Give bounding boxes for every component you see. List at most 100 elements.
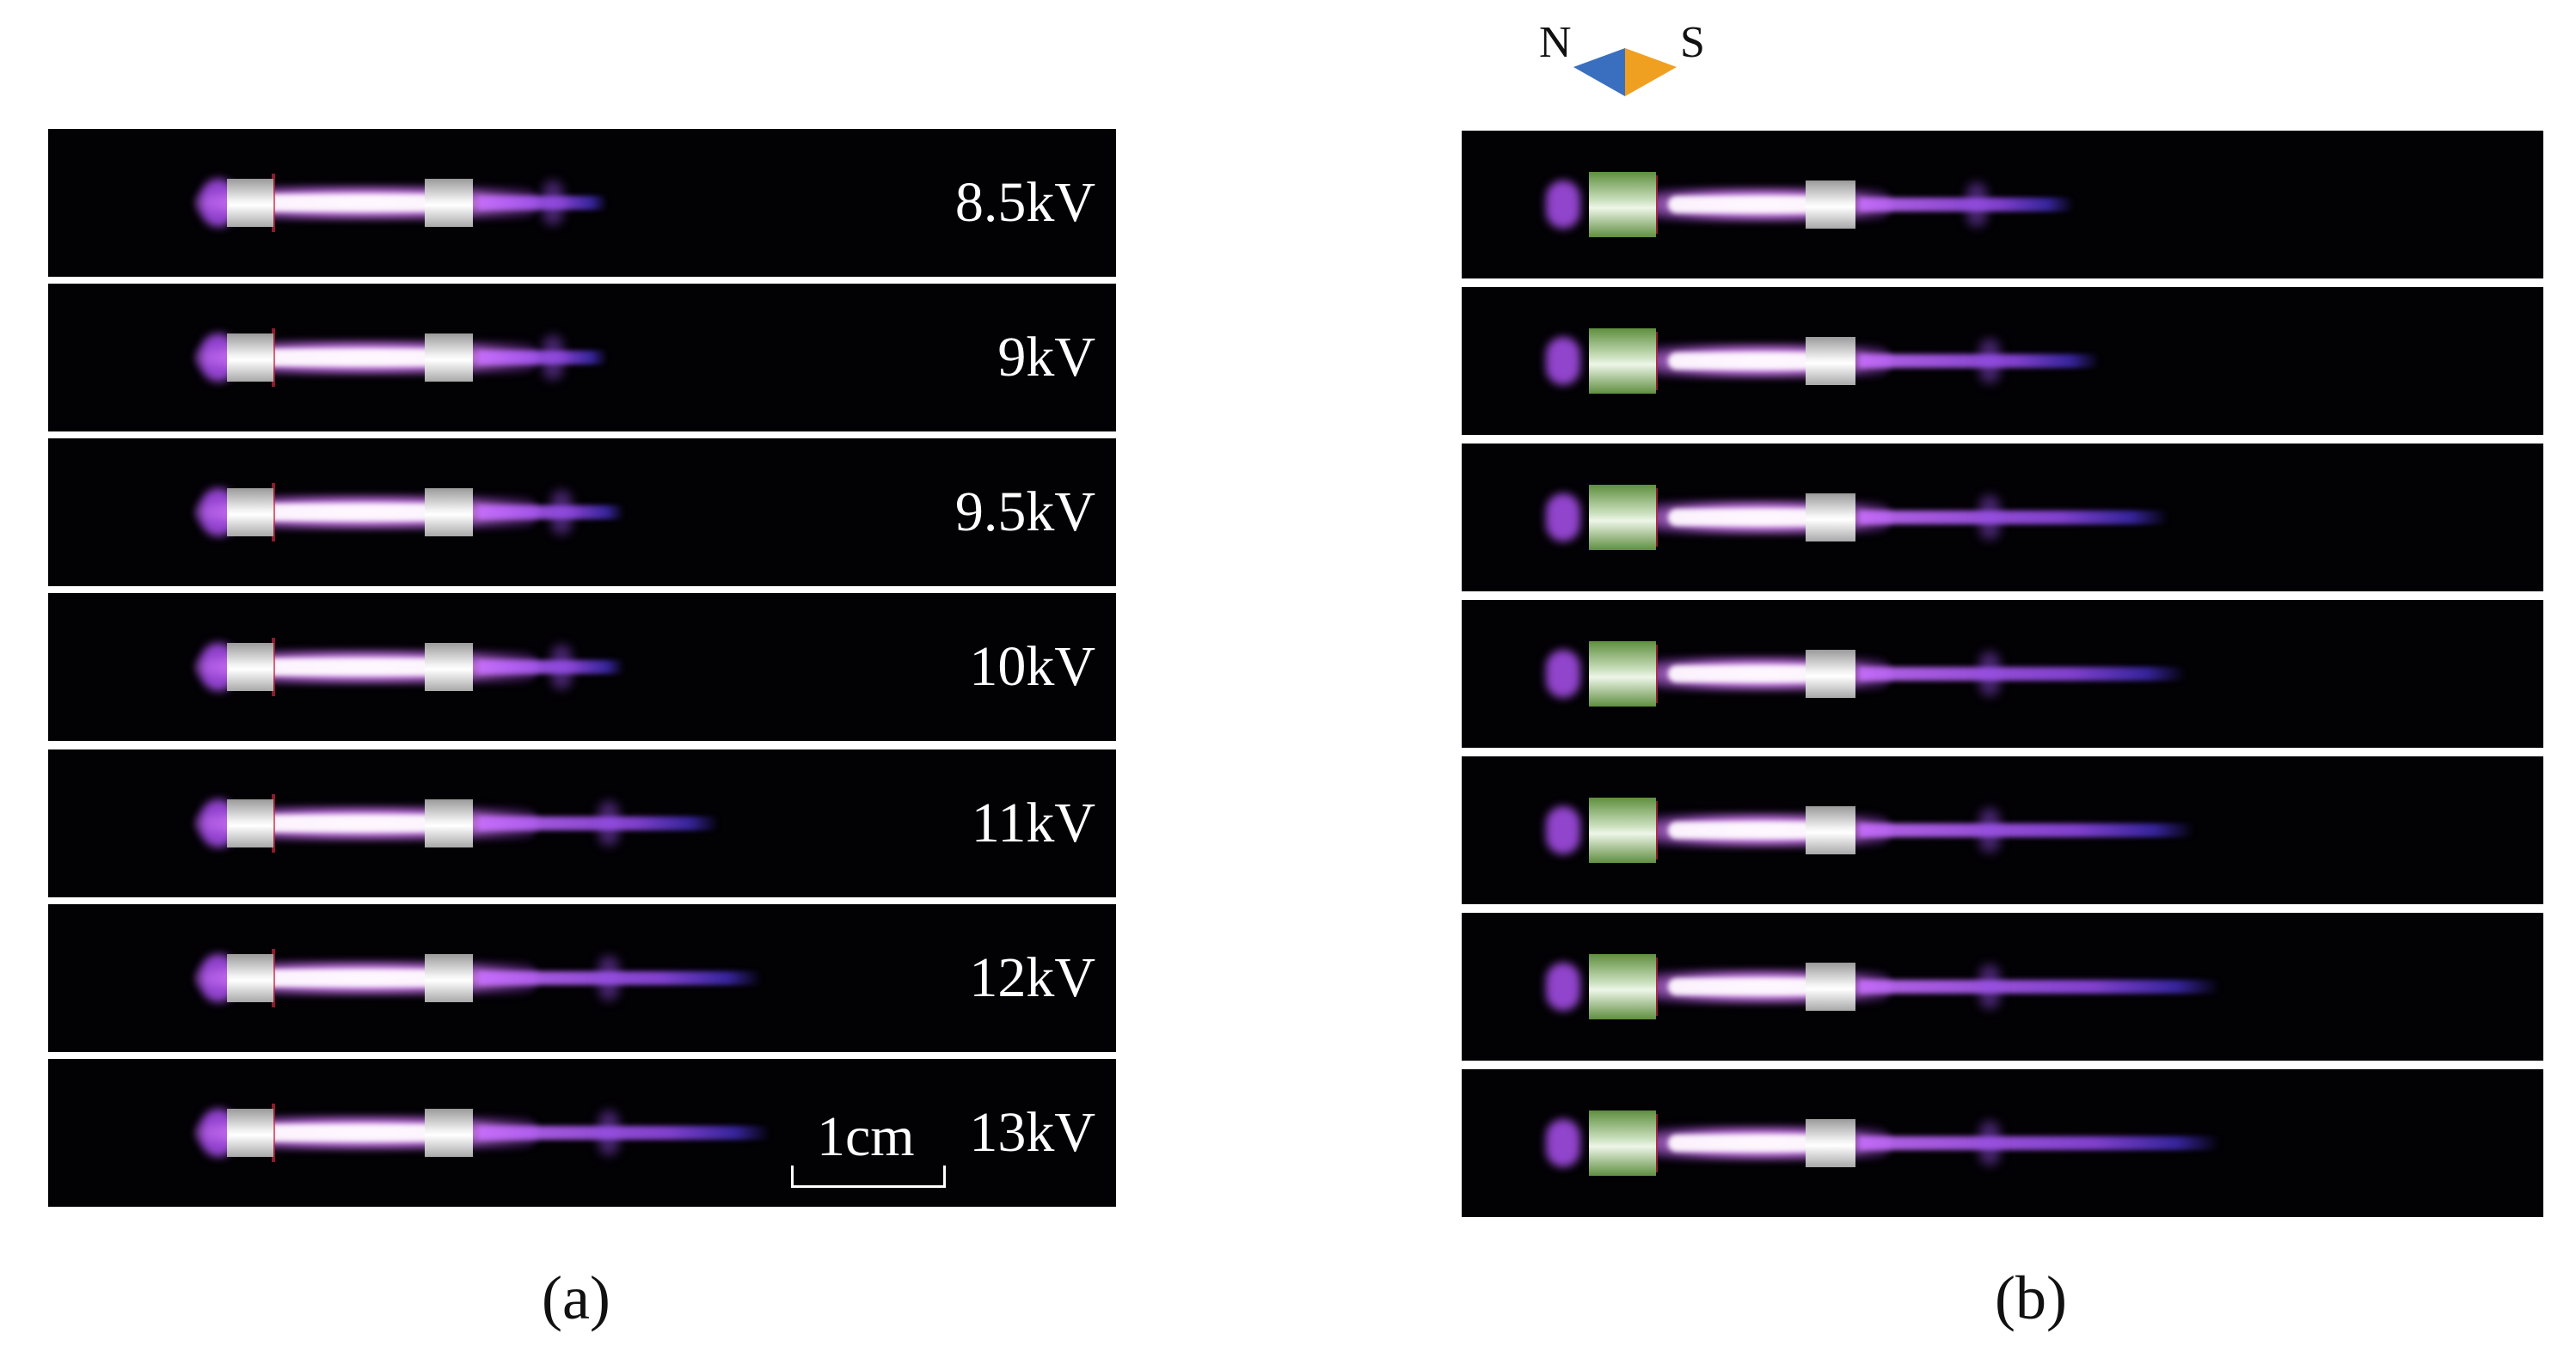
jet-node-glow	[543, 335, 563, 380]
plasma-tube-core	[1668, 1135, 1814, 1152]
voltage-label: 9.5kV	[954, 480, 1095, 543]
plasma-jet	[478, 971, 762, 985]
plasma-jet	[478, 660, 624, 674]
electrode-edge-line	[272, 174, 275, 232]
compass: N S	[1539, 17, 1711, 103]
plasma-end-glow	[1546, 963, 1580, 1011]
plasma-jet	[1859, 980, 2220, 994]
plasma-tube-core	[263, 970, 452, 987]
electrode-edge-line	[1654, 801, 1658, 860]
electrode-edge-line	[1654, 957, 1658, 1016]
jet-node-glow	[598, 956, 619, 1000]
electrode-edge-line	[272, 638, 275, 696]
voltage-label: 8.5kV	[954, 171, 1095, 234]
right-electrode	[1806, 963, 1855, 1011]
plasma-jet	[478, 196, 607, 210]
voltage-label: 9kV	[997, 326, 1095, 389]
right-electrode	[425, 333, 473, 382]
plasma-tube-core	[263, 504, 452, 521]
panel-a-image-strip: 11kV	[48, 749, 1116, 897]
left-electrode	[227, 643, 273, 691]
plasma-jet	[1859, 823, 2194, 837]
compass-needle-icon	[1573, 48, 1677, 96]
electrode-edge-line	[1654, 645, 1658, 703]
right-electrode	[425, 179, 473, 227]
panel-label-a: (a)	[542, 1263, 610, 1332]
panel-b-image-strip	[1462, 444, 2543, 591]
right-electrode	[1806, 337, 1855, 385]
jet-node-glow	[551, 490, 572, 535]
voltage-label: 11kV	[971, 792, 1095, 854]
plasma-end-glow	[1546, 650, 1580, 698]
plasma-tube-core	[1668, 196, 1814, 213]
left-electrode	[227, 488, 273, 536]
panel-b-image-strip	[1462, 913, 2543, 1061]
left-electrode	[227, 954, 273, 1002]
scale-bar	[791, 1166, 946, 1188]
plasma-jet	[1859, 198, 2074, 211]
left-electrode	[1589, 641, 1656, 707]
jet-node-glow	[598, 1110, 619, 1155]
plasma-jet	[1859, 1136, 2220, 1150]
jet-node-glow	[1979, 808, 2000, 853]
electrode-edge-line	[272, 794, 275, 853]
plasma-end-glow	[1546, 806, 1580, 854]
right-electrode	[425, 488, 473, 536]
plasma-tube-core	[263, 1124, 452, 1141]
left-electrode	[1589, 954, 1656, 1019]
panel-a-image-strip: 10kV	[48, 593, 1116, 741]
plasma-end-glow	[1546, 337, 1580, 385]
right-electrode	[425, 954, 473, 1002]
panel-b-image-strip	[1462, 1069, 2543, 1217]
jet-node-glow	[1979, 652, 2000, 696]
left-electrode	[1589, 798, 1656, 863]
electrode-edge-line	[272, 1104, 275, 1162]
right-electrode	[1806, 493, 1855, 541]
plasma-tube-core	[263, 658, 452, 676]
panel-b-image-strip	[1462, 600, 2543, 748]
scale-label: 1cm	[817, 1105, 915, 1168]
right-electrode	[1806, 806, 1855, 854]
jet-node-glow	[551, 645, 572, 689]
panel-b-image-strip	[1462, 287, 2543, 435]
plasma-jet	[478, 1126, 770, 1140]
plasma-end-glow	[1546, 1119, 1580, 1167]
left-electrode	[1589, 172, 1656, 237]
plasma-jet	[1859, 511, 2168, 524]
plasma-jet	[478, 817, 719, 830]
right-electrode	[425, 1109, 473, 1157]
jet-node-glow	[1979, 964, 2000, 1009]
panel-label-b: (b)	[1995, 1263, 2067, 1332]
left-electrode	[227, 799, 273, 847]
electrode-edge-line	[272, 328, 275, 387]
plasma-tube-core	[1668, 665, 1814, 682]
panel-a-image-strip: 8.5kV	[48, 129, 1116, 277]
compass-south-label: S	[1680, 18, 1705, 67]
right-electrode	[1806, 650, 1855, 698]
voltage-label: 12kV	[969, 946, 1095, 1009]
jet-node-glow	[543, 180, 563, 225]
electrode-edge-line	[272, 949, 275, 1007]
plasma-tube-core	[1668, 822, 1814, 839]
electrode-edge-line	[1654, 488, 1658, 547]
electrode-edge-line	[1654, 332, 1658, 390]
electrode-edge-line	[1654, 1114, 1658, 1172]
left-electrode	[227, 179, 273, 227]
plasma-tube-core	[1668, 978, 1814, 995]
compass-north-label: N	[1539, 18, 1572, 67]
panel-b-image-strip	[1462, 131, 2543, 278]
panel-a-image-strip: 9.5kV	[48, 438, 1116, 586]
plasma-tube-core	[263, 815, 452, 832]
plasma-jet	[478, 351, 607, 364]
voltage-label: 10kV	[969, 635, 1095, 698]
left-electrode	[1589, 485, 1656, 550]
left-electrode	[227, 333, 273, 382]
jet-node-glow	[1979, 495, 2000, 540]
plasma-tube-core	[263, 349, 452, 366]
right-electrode	[425, 799, 473, 847]
panel-b-image-strip	[1462, 756, 2543, 904]
panel-a-image-strip: 12kV	[48, 904, 1116, 1052]
right-electrode	[1806, 180, 1855, 229]
jet-node-glow	[1966, 182, 1987, 227]
left-electrode	[1589, 328, 1656, 394]
